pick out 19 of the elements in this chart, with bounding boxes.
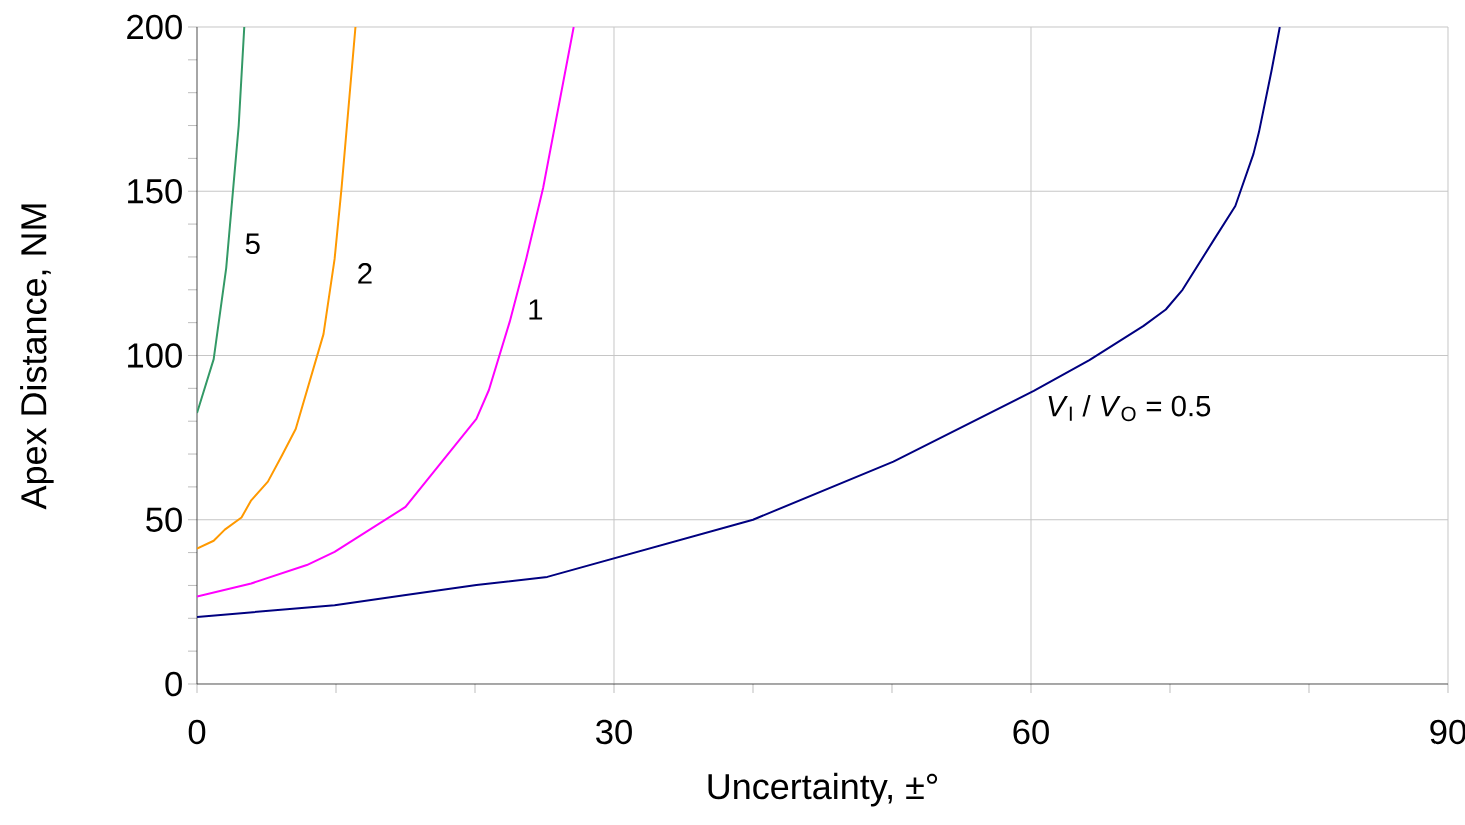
x-tick-label: 0 xyxy=(188,719,206,745)
line-series xyxy=(197,27,1281,618)
series-label: 5 xyxy=(245,233,260,255)
series-label: 1 xyxy=(529,299,543,320)
y-tick-label: 200 xyxy=(127,14,182,40)
x-axis-title: Uncertainty, ±° xyxy=(708,772,938,807)
y-tick-label: 150 xyxy=(128,178,182,204)
series-label: 2 xyxy=(358,263,372,284)
x-tick-label: 30 xyxy=(596,719,632,745)
line-series xyxy=(197,27,357,550)
y-tick-label: 100 xyxy=(128,343,182,368)
y-axis-title: Apex Distance, NM xyxy=(20,204,54,510)
x-tick-label: 90 xyxy=(1430,719,1465,745)
y-tick-label: 0 xyxy=(165,671,182,697)
line-series xyxy=(197,27,246,414)
line-series xyxy=(197,27,575,598)
x-tick-label: 60 xyxy=(1013,719,1049,745)
series-label: V$_{I}$ / V$_{O}$ = 0.5 xyxy=(1048,394,1211,422)
y-tick-label: 50 xyxy=(146,507,182,533)
